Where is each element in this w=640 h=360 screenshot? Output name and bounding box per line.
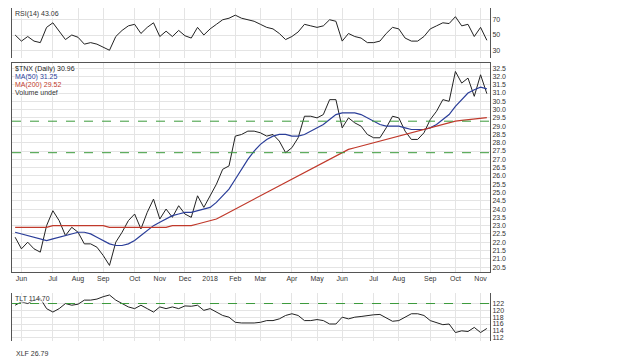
svg-text:22.5: 22.5 <box>492 230 506 237</box>
svg-text:May: May <box>310 275 324 283</box>
svg-text:Volume undef: Volume undef <box>15 89 58 96</box>
svg-text:122: 122 <box>492 300 504 307</box>
svg-text:28.5: 28.5 <box>492 131 506 138</box>
svg-text:25.0: 25.0 <box>492 189 506 196</box>
svg-text:Sep: Sep <box>424 275 437 283</box>
svg-text:2018: 2018 <box>202 275 218 282</box>
svg-text:120: 120 <box>492 307 504 314</box>
svg-text:Jul: Jul <box>48 275 57 282</box>
svg-text:Oct: Oct <box>129 275 140 282</box>
svg-text:Nov: Nov <box>154 275 167 282</box>
svg-text:27.5: 27.5 <box>492 147 506 154</box>
svg-text:Dec: Dec <box>179 275 192 282</box>
svg-text:32.5: 32.5 <box>492 65 506 72</box>
svg-text:Jun: Jun <box>16 275 27 282</box>
svg-text:70: 70 <box>492 16 500 23</box>
svg-text:Mar: Mar <box>254 275 267 282</box>
svg-text:32.0: 32.0 <box>492 73 506 80</box>
svg-text:25.5: 25.5 <box>492 181 506 188</box>
svg-text:21.0: 21.0 <box>492 255 506 262</box>
svg-text:Aug: Aug <box>393 275 406 283</box>
svg-text:116: 116 <box>492 320 503 327</box>
svg-text:22.0: 22.0 <box>492 239 506 246</box>
svg-text:RSI(14) 43.06: RSI(14) 43.06 <box>15 10 59 18</box>
svg-text:26.5: 26.5 <box>492 164 506 171</box>
svg-text:29.5: 29.5 <box>492 114 506 121</box>
svg-text:27.0: 27.0 <box>492 156 506 163</box>
svg-text:Apr: Apr <box>286 275 298 283</box>
svg-text:Feb: Feb <box>229 275 241 282</box>
svg-text:29.0: 29.0 <box>492 123 506 130</box>
svg-text:Jun: Jun <box>337 275 348 282</box>
svg-text:XLF 26.79: XLF 26.79 <box>16 350 48 357</box>
svg-text:50: 50 <box>492 31 500 38</box>
svg-text:23.0: 23.0 <box>492 222 506 229</box>
svg-text:31.0: 31.0 <box>492 89 506 96</box>
svg-text:30: 30 <box>492 47 500 54</box>
svg-text:118: 118 <box>492 314 503 321</box>
svg-text:31.5: 31.5 <box>492 81 506 88</box>
svg-text:114: 114 <box>492 327 503 334</box>
svg-text:Aug: Aug <box>72 275 85 283</box>
svg-text:112: 112 <box>492 334 503 341</box>
svg-text:Jul: Jul <box>369 275 378 282</box>
svg-text:24.5: 24.5 <box>492 197 506 204</box>
svg-text:26.0: 26.0 <box>492 172 506 179</box>
svg-text:MA(200) 29.52: MA(200) 29.52 <box>15 81 61 89</box>
svg-text:20.5: 20.5 <box>492 264 506 271</box>
svg-text:21.5: 21.5 <box>492 247 506 254</box>
svg-text:TLT 114.70: TLT 114.70 <box>15 295 50 302</box>
svg-text:24.0: 24.0 <box>492 206 506 213</box>
svg-text:Oct: Oct <box>450 275 461 282</box>
svg-text:23.5: 23.5 <box>492 214 506 221</box>
svg-text:Sep: Sep <box>97 275 110 283</box>
svg-text:Nov: Nov <box>474 275 487 282</box>
svg-text:$TNX (Daily) 30.96: $TNX (Daily) 30.96 <box>15 65 75 73</box>
svg-text:28.0: 28.0 <box>492 139 506 146</box>
svg-text:30.5: 30.5 <box>492 98 506 105</box>
svg-text:30.0: 30.0 <box>492 106 506 113</box>
svg-text:MA(50) 31.25: MA(50) 31.25 <box>15 73 58 81</box>
